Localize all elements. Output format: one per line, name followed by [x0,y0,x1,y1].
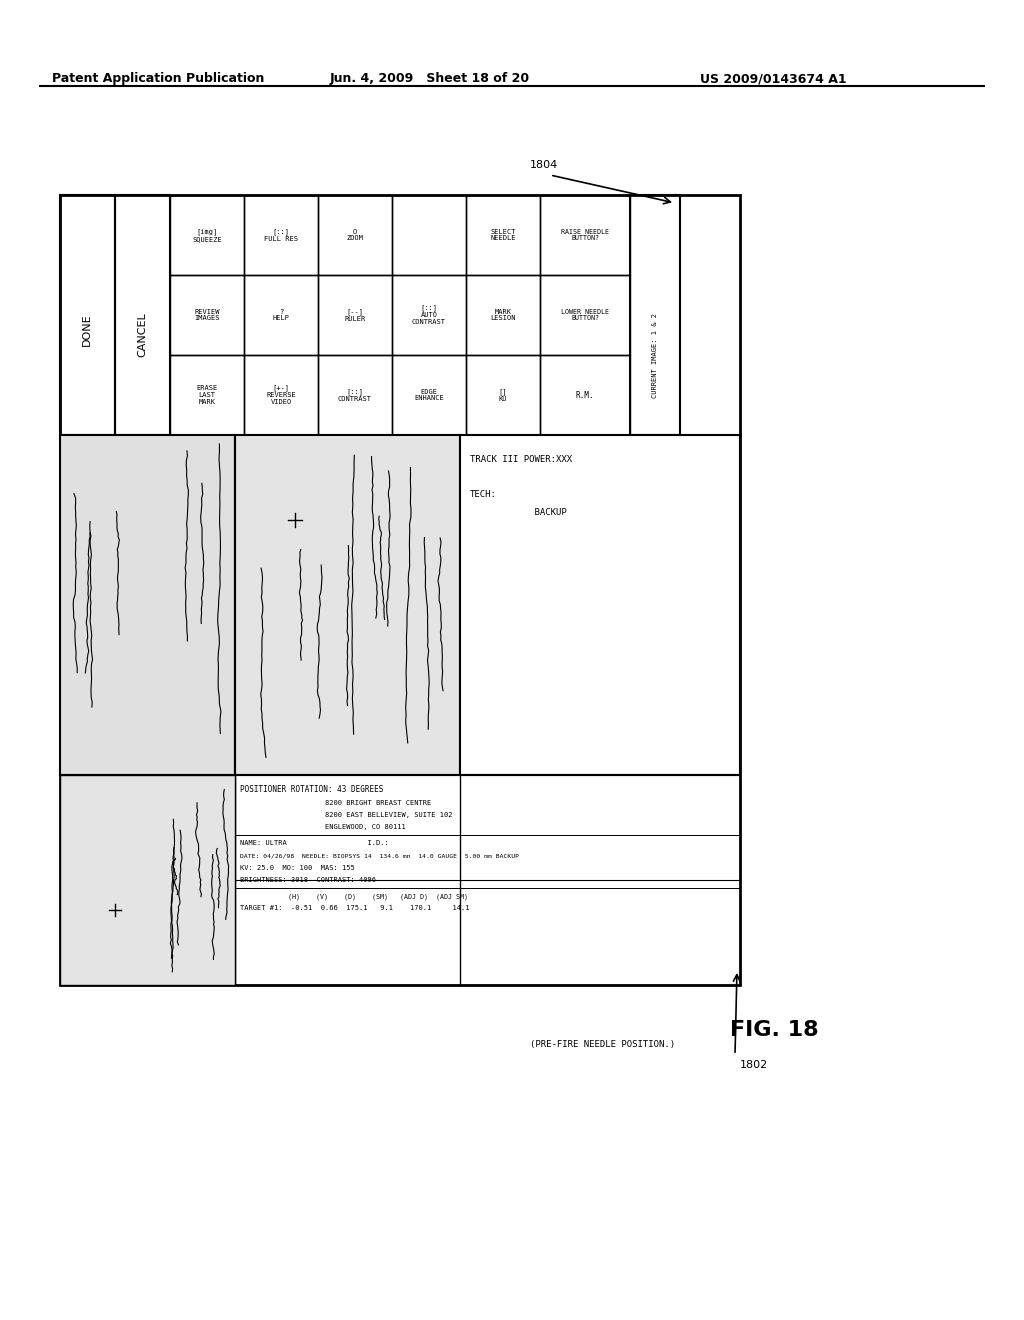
Text: 1804: 1804 [530,160,558,170]
Bar [460,436,740,775]
Bar [318,355,392,436]
Text: NAME: ULTRA                   I.D.:: NAME: ULTRA I.D.: [240,840,389,846]
Bar [60,195,115,436]
Bar [115,195,170,436]
Bar [318,275,392,355]
Text: 1802: 1802 [740,1060,768,1071]
Bar [234,436,460,775]
Text: LOWER NEEDLE
BUTTON?: LOWER NEEDLE BUTTON? [561,309,609,322]
Bar [60,436,234,775]
Bar [466,355,540,436]
Text: TECH:: TECH: [470,490,497,499]
Text: SELECT
NEEDLE: SELECT NEEDLE [490,228,516,242]
Bar [60,195,740,985]
Bar [244,195,318,275]
Text: POSITIONER ROTATION: 43 DEGREES: POSITIONER ROTATION: 43 DEGREES [240,785,383,795]
Text: DONE: DONE [82,314,92,346]
Bar [466,195,540,275]
Bar [392,195,466,275]
Text: 8200 BRIGHT BREAST CENTRE: 8200 BRIGHT BREAST CENTRE [240,800,431,807]
Text: US 2009/0143674 A1: US 2009/0143674 A1 [700,73,847,84]
Bar [170,355,244,436]
Text: REVIEW
IMAGES: REVIEW IMAGES [195,309,220,322]
Text: (H)    (V)    (D)    (SM)   (ADJ D)  (ADJ SM): (H) (V) (D) (SM) (ADJ D) (ADJ SM) [240,894,468,899]
Text: 8200 EAST BELLEVIEW, SUITE 102: 8200 EAST BELLEVIEW, SUITE 102 [240,812,453,818]
Bar [244,275,318,355]
Bar [540,195,630,275]
Text: TRACK III POWER:XXX: TRACK III POWER:XXX [470,455,572,465]
Text: RAISE NEEDLE
BUTTON?: RAISE NEEDLE BUTTON? [561,228,609,242]
Text: FIG. 18: FIG. 18 [730,1020,818,1040]
Text: (PRE-FIRE NEEDLE POSITION.): (PRE-FIRE NEEDLE POSITION.) [530,1040,675,1049]
Text: [--]
RULER: [--] RULER [344,308,366,322]
Bar [466,275,540,355]
Text: [::]
AUTO
CONTRAST: [::] AUTO CONTRAST [412,305,446,325]
Text: CANCEL: CANCEL [137,313,147,358]
Bar [540,355,630,436]
Bar [392,275,466,355]
Text: BACKUP: BACKUP [470,508,566,517]
Bar [60,775,234,985]
Text: MARK
LESION: MARK LESION [490,309,516,322]
Bar [244,355,318,436]
Text: [+-]
REVERSE
VIDEO: [+-] REVERSE VIDEO [266,384,296,405]
Text: TARGET #1:  -0.51  0.66  175.1   9.1    170.1     14.1: TARGET #1: -0.51 0.66 175.1 9.1 170.1 14… [240,906,469,911]
Text: Jun. 4, 2009   Sheet 18 of 20: Jun. 4, 2009 Sheet 18 of 20 [330,73,530,84]
Bar [540,275,630,355]
Bar [170,275,244,355]
Text: [::]
FULL RES: [::] FULL RES [264,228,298,242]
Text: ENGLEWOOD, CO 80111: ENGLEWOOD, CO 80111 [240,824,406,830]
Bar [392,355,466,436]
Text: []
KU: [] KU [499,388,507,401]
Text: EDGE
ENHANCE: EDGE ENHANCE [414,388,443,401]
Text: O
ZOOM: O ZOOM [346,228,364,242]
Text: [::]
CONTRAST: [::] CONTRAST [338,388,372,401]
Text: KV: 25.0  MO: 100  MAS: 155: KV: 25.0 MO: 100 MAS: 155 [240,865,354,871]
Text: DATE: 04/26/98  NEEDLE: BIOPSYS 14  134.6 mn  14.0 GAUGE  5.00 mm BACKUP: DATE: 04/26/98 NEEDLE: BIOPSYS 14 134.6 … [240,853,519,858]
Text: ?
HELP: ? HELP [272,309,290,322]
Bar [318,195,392,275]
Text: ERASE
LAST
MARK: ERASE LAST MARK [197,385,218,405]
Text: Patent Application Publication: Patent Application Publication [52,73,264,84]
Bar [630,195,680,436]
Bar [170,195,244,275]
Text: [img]
SQUEEZE: [img] SQUEEZE [193,228,222,242]
Text: R.M.: R.M. [575,391,594,400]
Text: CURRENT IMAGE: 1 & 2: CURRENT IMAGE: 1 & 2 [652,313,658,397]
Text: BRIGHTNESS: 3018  CONTRAST: 4096: BRIGHTNESS: 3018 CONTRAST: 4096 [240,876,376,883]
